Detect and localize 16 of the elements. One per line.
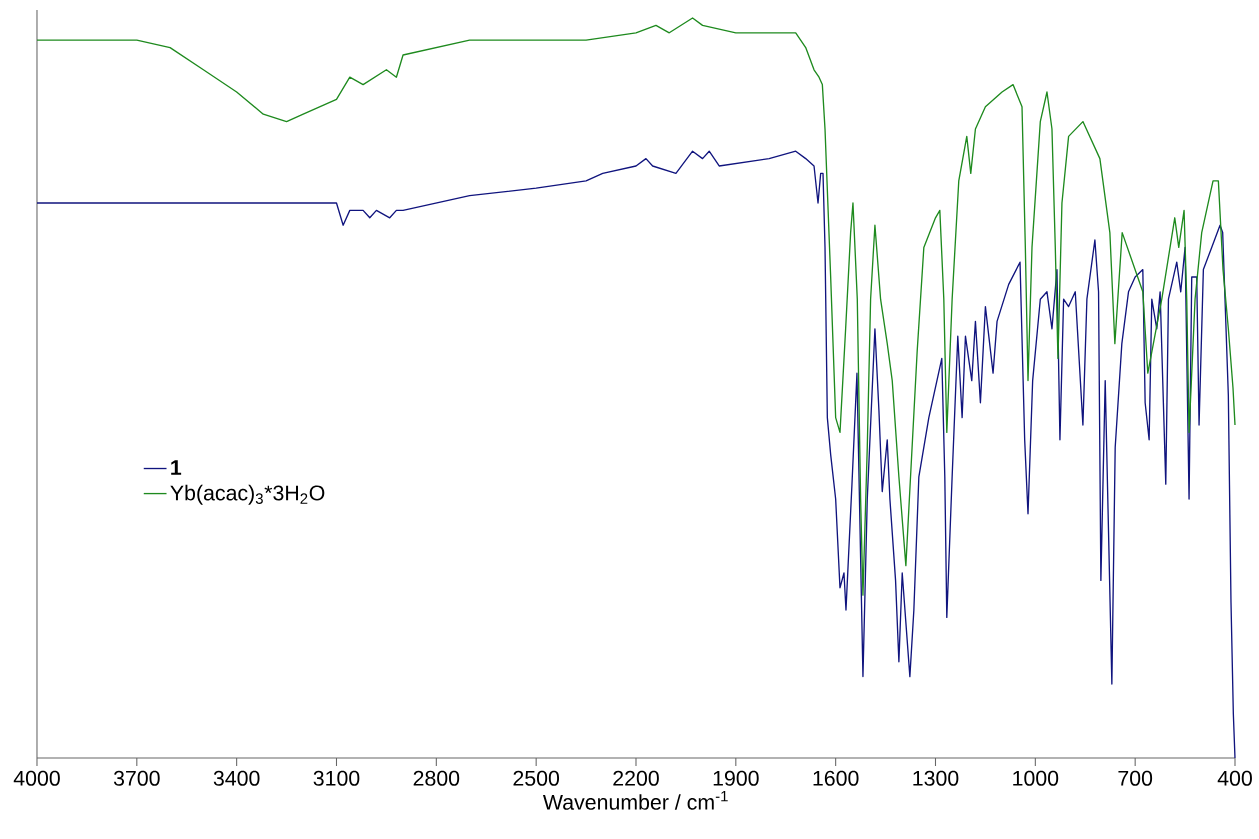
legend-label: Yb(acac)$_{3}$*3H$_{2}$O — [170, 484, 325, 505]
x-tick-label: 4000 — [13, 770, 60, 786]
legend-label: 1 — [171, 460, 182, 475]
x-axis-title: Wavenumber / cm$^{-1}$ — [542, 790, 728, 810]
x-tick-label: 1900 — [713, 770, 759, 786]
x-tick-label: 1600 — [813, 770, 859, 786]
x-tick-label: 3400 — [213, 770, 260, 786]
x-tick-label: 700 — [1118, 770, 1153, 786]
x-tick-label: 3700 — [113, 770, 160, 786]
x-tick-label: 400 — [1217, 770, 1252, 786]
x-tick-label: 1300 — [913, 770, 959, 786]
x-tick-label: 3100 — [313, 770, 360, 786]
x-tick-label: 1000 — [1013, 770, 1059, 786]
x-tick-label: 2200 — [613, 770, 659, 786]
x-tick-label: 2800 — [413, 770, 460, 786]
x-tick-label: 2500 — [513, 770, 560, 786]
